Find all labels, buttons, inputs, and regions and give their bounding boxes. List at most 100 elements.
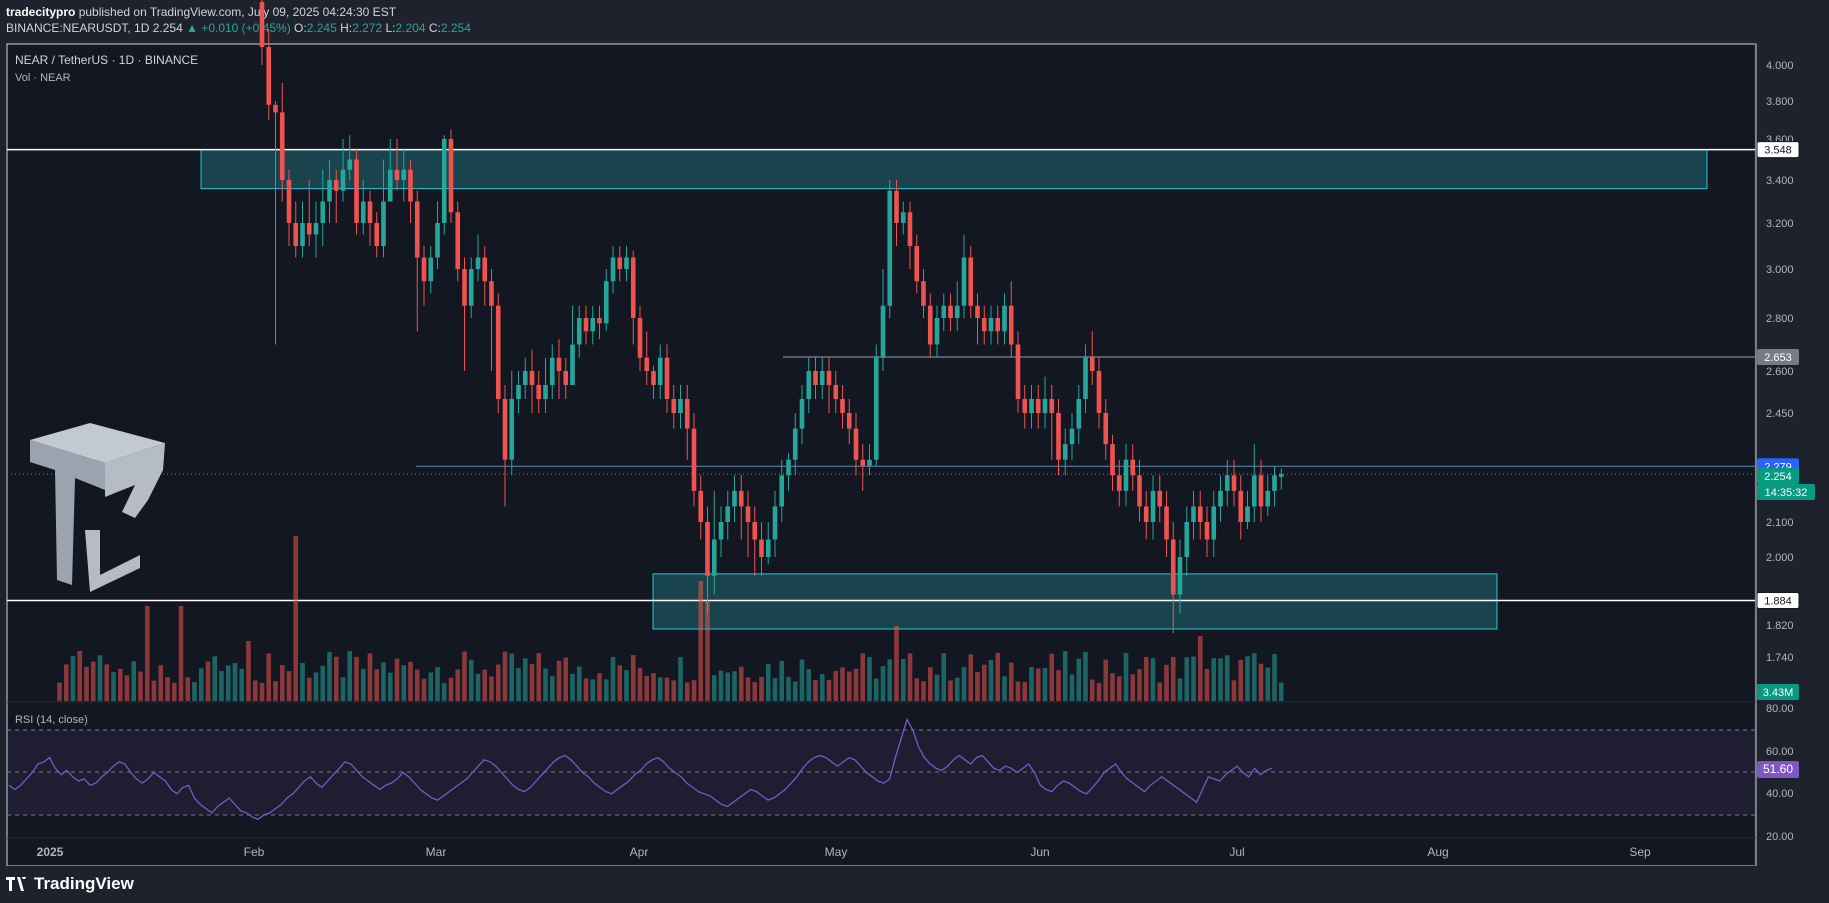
- volume-bar: [576, 666, 582, 701]
- time-axis[interactable]: 2025 Feb Mar Apr May Jun Jul Aug Sep: [37, 845, 1651, 859]
- price-tick: 3.000: [1766, 264, 1794, 276]
- volume-bar: [124, 675, 130, 701]
- candle: [340, 139, 346, 202]
- candle: [738, 475, 744, 540]
- volume-bar: [225, 665, 231, 701]
- price-tag-text: 2.653: [1764, 352, 1792, 364]
- candle: [1137, 459, 1142, 522]
- candle: [806, 357, 812, 413]
- rsi-tick: 60.00: [1766, 746, 1794, 758]
- volume-bar: [1191, 656, 1196, 701]
- volume-bar: [536, 653, 542, 701]
- volume-bar: [1197, 636, 1203, 701]
- candle: [786, 453, 791, 491]
- candle: [421, 246, 427, 306]
- price-tick: 4.000: [1766, 60, 1794, 72]
- candle: [1069, 413, 1075, 460]
- candle: [921, 269, 926, 318]
- volume-bar: [1170, 656, 1176, 701]
- volume-bar: [1035, 668, 1041, 701]
- candle: [408, 159, 413, 223]
- candle: [1096, 357, 1102, 429]
- candle: [934, 305, 940, 358]
- volume-bar: [583, 678, 589, 701]
- candle: [1130, 444, 1136, 491]
- candle: [273, 101, 278, 345]
- price-tag: [1757, 684, 1799, 700]
- candle: [300, 201, 305, 258]
- candle: [1049, 385, 1055, 460]
- candle: [1123, 444, 1129, 507]
- candle: [961, 234, 967, 318]
- candle: [1143, 490, 1149, 540]
- candle: [914, 234, 920, 294]
- candle: [624, 246, 629, 282]
- candle: [1116, 459, 1122, 507]
- volume-bar: [1096, 682, 1102, 701]
- volume-bar: [698, 581, 704, 701]
- volume-bar: [1218, 658, 1223, 701]
- price-tick: 2.450: [1766, 408, 1794, 420]
- candle: [1083, 344, 1088, 413]
- volume-bar: [867, 656, 872, 701]
- tradingview-logo[interactable]: TradingView: [6, 874, 134, 894]
- volume-bar: [1029, 667, 1034, 701]
- volume-bar: [273, 681, 278, 701]
- candle: [644, 331, 650, 385]
- volume-bar: [381, 662, 386, 701]
- volume-bar: [1278, 682, 1284, 701]
- time-label: Jul: [1229, 845, 1244, 859]
- candle: [826, 357, 832, 413]
- candle: [394, 139, 400, 191]
- candle: [1211, 490, 1217, 557]
- candle: [752, 506, 758, 576]
- volume-bar: [57, 682, 62, 701]
- volume-bar: [408, 661, 413, 701]
- volume-bar: [529, 663, 535, 701]
- candle: [360, 180, 366, 235]
- volume-bar: [853, 668, 859, 701]
- volume-bar: [590, 679, 596, 701]
- volume-bar: [219, 671, 224, 701]
- price-tick: 2.800: [1766, 313, 1794, 325]
- volume-bar: [792, 681, 798, 701]
- candle: [948, 293, 953, 332]
- volume-bar: [259, 683, 265, 701]
- legend-volume: Vol · NEAR: [15, 72, 71, 84]
- price-tick: 2.000: [1766, 552, 1794, 564]
- time-label: Apr: [630, 845, 649, 859]
- volume-bar: [691, 680, 697, 701]
- volume-bar: [489, 676, 494, 701]
- last-price: 2.254: [152, 21, 183, 35]
- volume-bar: [981, 664, 987, 701]
- zones-layer: [200, 149, 1708, 630]
- candle: [981, 305, 987, 345]
- candle: [367, 190, 373, 246]
- volume-bar: [624, 670, 629, 701]
- candle: [313, 201, 319, 258]
- volume-bar: [1116, 676, 1122, 701]
- volume-bar: [894, 626, 899, 701]
- volume-bar: [1231, 680, 1237, 701]
- volume-bar: [367, 653, 373, 701]
- volume-bar: [266, 653, 272, 701]
- volume-bar: [509, 653, 515, 701]
- candle: [995, 305, 1001, 345]
- volume-bar: [293, 536, 299, 701]
- candle: [873, 344, 879, 466]
- candle: [279, 83, 285, 202]
- volume-bar: [995, 652, 1001, 701]
- volume-bar: [482, 669, 488, 701]
- volume-bar: [948, 680, 953, 701]
- volume-bar: [664, 677, 670, 701]
- candle: [266, 29, 272, 120]
- candle: [489, 269, 494, 371]
- volume-bar: [684, 682, 690, 701]
- publisher-name[interactable]: tradecitypro: [6, 5, 76, 19]
- candle: [684, 385, 690, 460]
- volume-bar: [185, 677, 191, 701]
- candle: [900, 201, 906, 235]
- candle: [1015, 331, 1021, 413]
